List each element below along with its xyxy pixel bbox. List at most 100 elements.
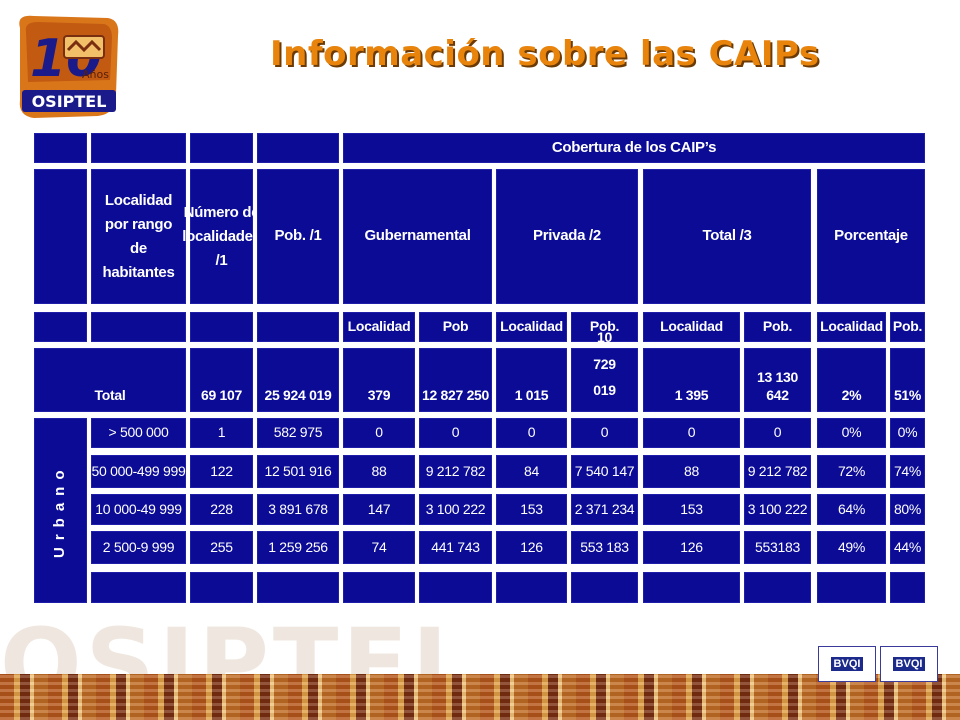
empty-cell xyxy=(419,572,492,603)
table-cell: 0% xyxy=(890,418,925,448)
total-cell: 10 729 019 xyxy=(571,329,638,412)
table-cell: 126 xyxy=(643,531,740,564)
empty-cell xyxy=(890,572,925,603)
total-cell: 379 xyxy=(343,348,415,412)
header-empty-cell xyxy=(190,133,253,163)
col-header-privada: Privada /2 xyxy=(496,169,638,304)
total-cell: 12 827 250 xyxy=(419,348,492,412)
table-cell: 0 xyxy=(496,418,567,448)
col-header-porcentaje: Porcentaje xyxy=(817,169,925,304)
table-cell: 2 371 234 xyxy=(571,494,638,525)
header-empty-cell xyxy=(257,133,339,163)
table-cell: 228 xyxy=(190,494,253,525)
empty-cell xyxy=(343,572,415,603)
bvqi-certification-logo: BVQI xyxy=(818,646,876,682)
empty-cell xyxy=(190,572,253,603)
col-header-numero: Número de localidades /1 xyxy=(182,169,261,304)
table-cell: 1 xyxy=(190,418,253,448)
subheader-localidad: Localidad xyxy=(496,312,567,342)
total-cell: 1 015 xyxy=(496,348,567,412)
table-cell: 553183 xyxy=(744,531,811,564)
osiptel-10-anos-logo: 10 Años OSIPTEL xyxy=(19,15,119,118)
table-cell: 153 xyxy=(496,494,567,525)
table-cell: 0 xyxy=(343,418,415,448)
slide-title: Información sobre las CAIPs xyxy=(270,34,820,74)
empty-cell xyxy=(91,572,186,603)
header-empty-cell xyxy=(91,312,186,342)
table-cell: 3 100 222 xyxy=(744,494,811,525)
subheader-localidad: Localidad xyxy=(817,312,886,342)
table-cell: 122 xyxy=(190,455,253,488)
table-cell: 3 100 222 xyxy=(419,494,492,525)
col-header-pob: Pob. /1 xyxy=(257,169,339,304)
header-empty-cell xyxy=(34,169,87,304)
row-rango-label: 50 000-499 999 xyxy=(91,455,186,488)
bvqi-certification-logo-2: BVQI xyxy=(880,646,938,682)
table-cell: 7 540 147 xyxy=(571,455,638,488)
header-empty-cell xyxy=(34,133,87,163)
table-cell: 0 xyxy=(571,418,638,448)
table-cell: 255 xyxy=(190,531,253,564)
table-cell: 44% xyxy=(890,531,925,564)
col-header-gubernamental: Gubernamental xyxy=(343,169,492,304)
subheader-pob: Pob xyxy=(419,312,492,342)
table-cell: 0 xyxy=(744,418,811,448)
table-cell: 553 183 xyxy=(571,531,638,564)
empty-cell xyxy=(744,572,811,603)
header-empty-cell xyxy=(257,312,339,342)
table-cell: 88 xyxy=(643,455,740,488)
col-header-total: Total /3 xyxy=(643,169,811,304)
svg-text:OSIPTEL: OSIPTEL xyxy=(32,92,107,111)
table-cell: 84 xyxy=(496,455,567,488)
table-cell: 80% xyxy=(890,494,925,525)
header-empty-cell xyxy=(190,312,253,342)
decorative-textile-band xyxy=(0,674,960,720)
row-rango-label: > 500 000 xyxy=(91,418,186,448)
table-cell: 12 501 916 xyxy=(257,455,339,488)
row-rango-label: 10 000-49 999 xyxy=(91,494,186,525)
table-cell: 147 xyxy=(343,494,415,525)
row-rango-label: 2 500-9 999 xyxy=(91,531,186,564)
empty-cell xyxy=(496,572,567,603)
table-cell: 441 743 xyxy=(419,531,492,564)
subheader-pob: Pob. xyxy=(890,312,925,342)
total-cell: 13 130 642 xyxy=(744,348,811,412)
empty-cell xyxy=(643,572,740,603)
table-cell: 3 891 678 xyxy=(257,494,339,525)
table-cell: 1 259 256 xyxy=(257,531,339,564)
header-empty-cell xyxy=(91,133,186,163)
table-cell: 9 212 782 xyxy=(419,455,492,488)
table-cell: 74 xyxy=(343,531,415,564)
total-cell: 1 395 xyxy=(643,348,740,412)
urbano-side-label: Urbano xyxy=(34,418,87,603)
table-cell: 0 xyxy=(643,418,740,448)
header-empty-cell xyxy=(34,312,87,342)
table-cell: 74% xyxy=(890,455,925,488)
total-cell: 2% xyxy=(817,348,886,412)
total-cell: 25 924 019 xyxy=(257,348,339,412)
total-cell: 69 107 xyxy=(190,348,253,412)
subheader-pob: Pob. xyxy=(571,312,638,342)
empty-cell xyxy=(571,572,638,603)
total-row-label: Total xyxy=(34,348,186,412)
table-cell: 88 xyxy=(343,455,415,488)
table-cell: 72% xyxy=(817,455,886,488)
empty-cell xyxy=(257,572,339,603)
svg-text:Años: Años xyxy=(82,68,109,81)
table-cell: 0% xyxy=(817,418,886,448)
table-cell: 126 xyxy=(496,531,567,564)
table-cell: 0 xyxy=(419,418,492,448)
table-cell: 582 975 xyxy=(257,418,339,448)
subheader-pob: Pob. xyxy=(744,312,811,342)
table-cell: 153 xyxy=(643,494,740,525)
cobertura-header: Cobertura de los CAIP’s xyxy=(343,133,925,163)
table-cell: 49% xyxy=(817,531,886,564)
subheader-localidad: Localidad xyxy=(643,312,740,342)
table-cell: 9 212 782 xyxy=(744,455,811,488)
subheader-localidad: Localidad xyxy=(343,312,415,342)
empty-cell xyxy=(817,572,886,603)
table-cell: 64% xyxy=(817,494,886,525)
col-header-localidad: Localidad por rango de habitantes xyxy=(91,169,186,304)
total-cell: 51% xyxy=(890,348,925,412)
